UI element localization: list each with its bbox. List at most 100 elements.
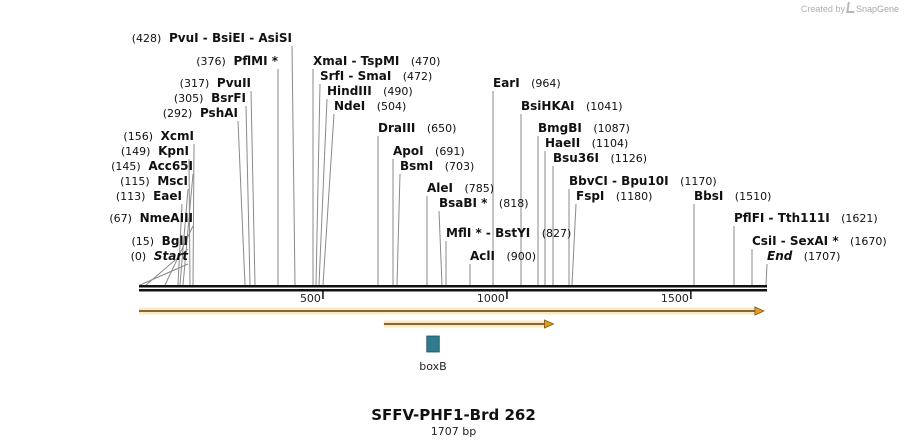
orf-arrowhead: [544, 319, 555, 329]
site-position: (292): [163, 107, 193, 120]
site-position: (1126): [610, 152, 647, 165]
site-name: AclI: [470, 249, 495, 263]
site-label[interactable]: BbsI (1510): [694, 189, 771, 203]
dna-backbone: [139, 285, 767, 292]
site-label[interactable]: DraIII (650): [378, 121, 456, 135]
site-position: (1180): [616, 190, 653, 203]
site-position: (650): [427, 122, 457, 135]
site-name: CsiI - SexAI *: [752, 234, 839, 248]
site-label[interactable]: (115) MscI: [120, 174, 188, 188]
ruler-tick-label: 1000: [477, 292, 505, 305]
site-label[interactable]: (376) PflMI *: [196, 54, 279, 68]
site-line: [250, 90, 256, 286]
site-label[interactable]: (317) PvuII: [180, 76, 251, 90]
site-label[interactable]: (292) PshAI: [163, 106, 238, 120]
site-name: BsaBI *: [439, 196, 488, 210]
site-label[interactable]: XmaI - TspMI (470): [313, 54, 440, 68]
site-label[interactable]: EarI (964): [493, 76, 561, 90]
site-label[interactable]: ApoI (691): [393, 144, 465, 158]
site-label[interactable]: HindIII (490): [327, 84, 413, 98]
site-name: BsmI: [400, 159, 433, 173]
site-position: (1510): [735, 190, 772, 203]
site-name: BsrFI: [211, 91, 246, 105]
site-label[interactable]: (15) BglI: [131, 234, 188, 248]
credit-prefix: Created by: [800, 4, 845, 14]
site-name: KpnI: [158, 144, 189, 158]
site-label[interactable]: BsiHKAI (1041): [521, 99, 623, 113]
site-position: (115): [120, 175, 150, 188]
site-name: BbvCI - Bpu10I: [569, 174, 669, 188]
site-label[interactable]: NdeI (504): [334, 99, 406, 113]
site-name: EarI: [493, 76, 520, 90]
site-lines: [139, 45, 768, 286]
orf-arrows: [139, 306, 765, 329]
site-name: DraIII: [378, 121, 415, 135]
site-name: BmgBI: [538, 121, 582, 135]
site-position: (1621): [841, 212, 878, 225]
site-name: HaeII: [545, 136, 580, 150]
site-name: PvuII: [217, 76, 251, 90]
site-label[interactable]: PflFI - Tth111I (1621): [734, 211, 878, 225]
snapgene-credit: Created by SnapGene: [801, 2, 899, 14]
site-label[interactable]: FspI (1180): [576, 189, 652, 203]
ruler-tick-label: 500: [300, 292, 321, 305]
site-label[interactable]: Bsu36I (1126): [553, 151, 647, 165]
site-line: [237, 120, 246, 286]
site-label[interactable]: AclI (900): [470, 249, 536, 263]
site-name: HindIII: [327, 84, 372, 98]
site-line: [571, 203, 577, 286]
site-name: XcmI: [161, 129, 194, 143]
site-label[interactable]: (145) Acc65I: [111, 159, 193, 173]
site-position: (1104): [592, 137, 629, 150]
site-labels: (0) Start(15) BglI (67) NmeAIII (113) EaeI…: [109, 31, 886, 263]
site-name: EaeI: [153, 189, 182, 203]
site-position: (428): [132, 32, 162, 45]
backbone-top-strand: [139, 285, 767, 288]
site-position: (67): [109, 212, 132, 225]
site-name: BbsI: [694, 189, 723, 203]
site-label[interactable]: BmgBI (1087): [538, 121, 630, 135]
site-position: (900): [506, 250, 536, 263]
feature-box[interactable]: [426, 335, 440, 353]
site-name: PvuI - BsiEI - AsiSI: [169, 31, 292, 45]
site-line: [245, 105, 251, 286]
site-position: (818): [499, 197, 529, 210]
site-label[interactable]: AleI (785): [427, 181, 494, 195]
site-name: PflFI - Tth111I: [734, 211, 830, 225]
site-name: BglI: [162, 234, 188, 248]
site-label[interactable]: (0) Start: [131, 249, 190, 263]
site-label[interactable]: MflI * - BstYI (827): [446, 226, 571, 240]
site-name: BsiHKAI: [521, 99, 575, 113]
site-label[interactable]: BsmI (703): [400, 159, 474, 173]
site-label[interactable]: (67) NmeAIII: [109, 211, 193, 225]
site-name: Acc65I: [148, 159, 193, 173]
site-name: Bsu36I: [553, 151, 599, 165]
site-name: MflI * - BstYI: [446, 226, 530, 240]
site-position: (504): [377, 100, 407, 113]
site-label[interactable]: BsaBI * (818): [439, 196, 529, 210]
site-name: FspI: [576, 189, 604, 203]
site-label[interactable]: HaeII (1104): [545, 136, 628, 150]
site-line: [315, 83, 321, 286]
site-position: (15): [131, 235, 154, 248]
site-name: XmaI - TspMI: [313, 54, 399, 68]
ruler-ticks: 500 1000 1500: [300, 291, 692, 305]
site-position: (305): [174, 92, 204, 105]
site-line: [182, 173, 194, 286]
site-label[interactable]: End (1707): [767, 249, 840, 263]
site-position: (376): [196, 55, 226, 68]
site-label[interactable]: (156) XcmI: [123, 129, 194, 143]
site-line: [291, 45, 296, 286]
backbone-bottom-strand: [139, 289, 767, 292]
site-label[interactable]: SrfI - SmaI (472): [320, 69, 432, 83]
plasmid-map: (0) Start(15) BglI (67) NmeAIII (113) EaeI…: [109, 31, 886, 373]
site-label[interactable]: (428) PvuI - BsiEI - AsiSI: [132, 31, 292, 45]
site-name: MscI: [157, 174, 188, 188]
site-label[interactable]: CsiI - SexAI * (1670): [752, 234, 887, 248]
site-label[interactable]: (305) BsrFI: [174, 91, 246, 105]
site-label[interactable]: BbvCI - Bpu10I (1170): [569, 174, 717, 188]
site-line: [192, 143, 195, 286]
site-label[interactable]: (149) KpnI: [121, 144, 189, 158]
site-label[interactable]: (113) EaeI: [116, 189, 182, 203]
map-title: SFFV-PHF1-Brd 262: [371, 406, 536, 424]
